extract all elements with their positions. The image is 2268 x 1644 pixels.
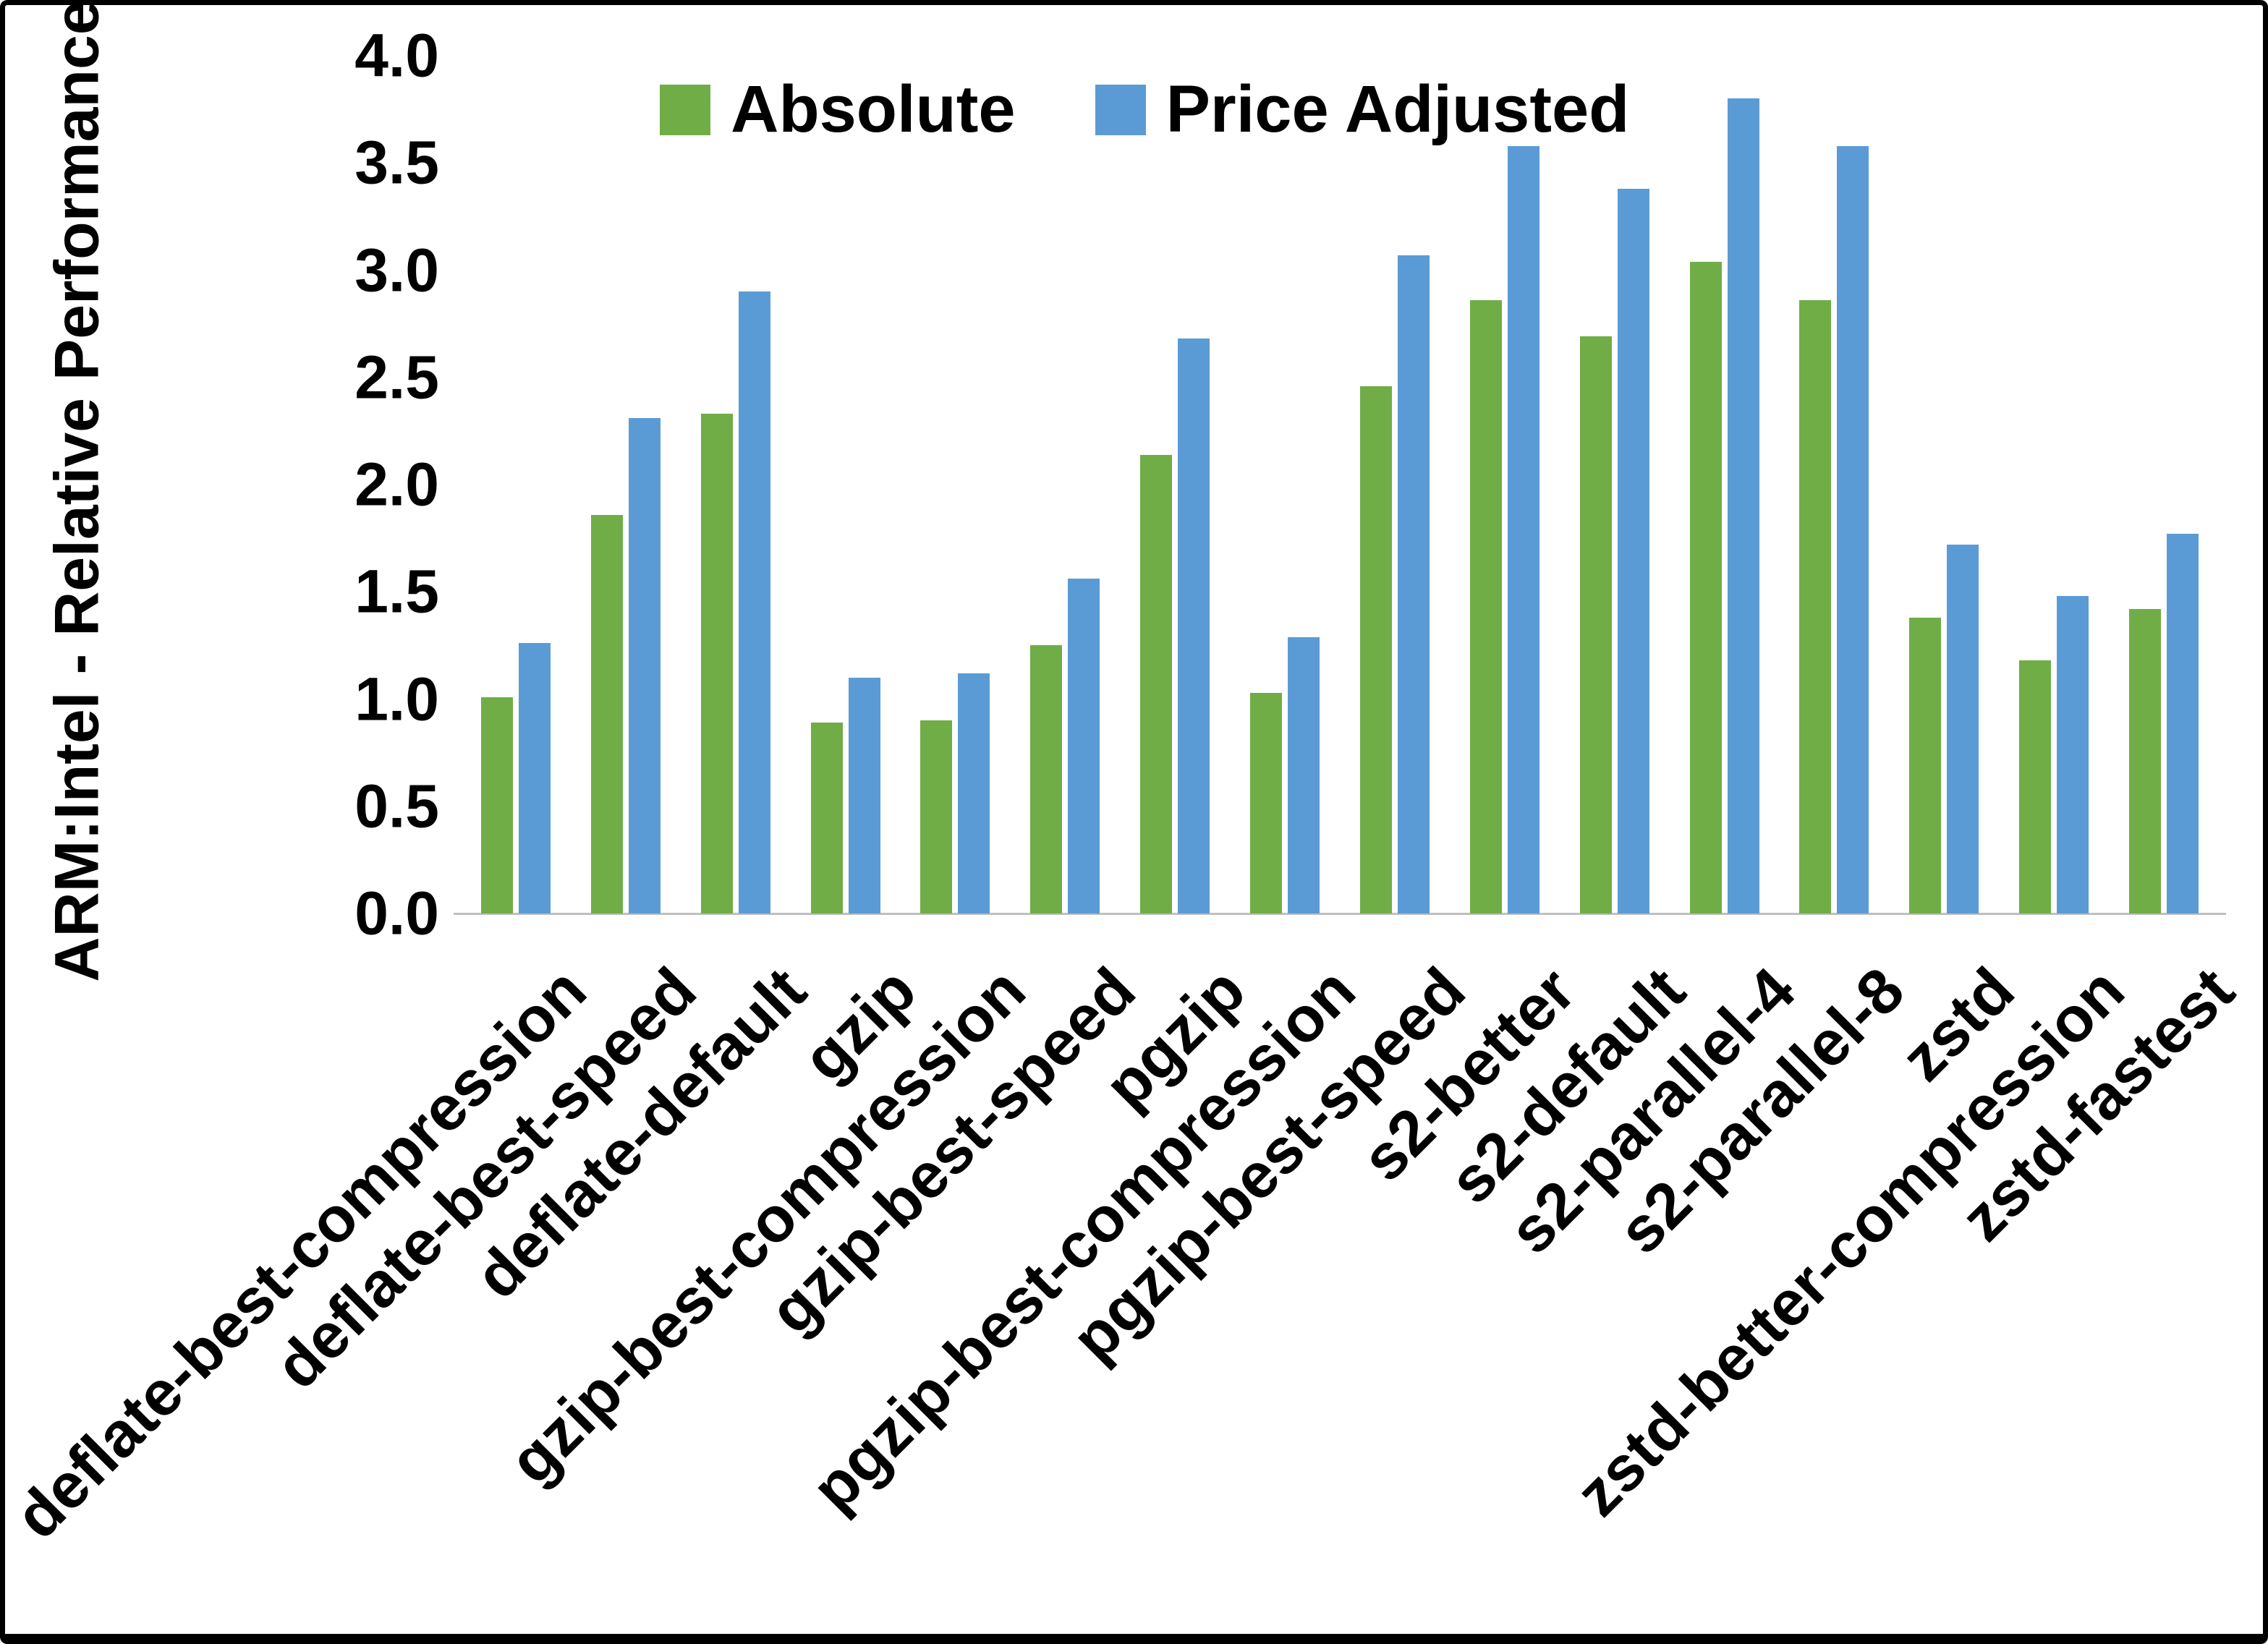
bar-pgzip-best-compression-price-adjusted — [1288, 636, 1320, 913]
bar-gzip-best-compression-price-adjusted — [958, 673, 990, 913]
legend-item[interactable]: Price Adjusted — [1095, 72, 1630, 148]
y-axis-title: ARM:Intel - Relative Performance — [42, 0, 112, 982]
bar-deflate-best-compression-price-adjusted — [518, 643, 551, 913]
bar-deflate-best-compression-absolute — [480, 697, 513, 913]
bar-gzip-best-speed-absolute — [1030, 645, 1063, 913]
bar-pgzip-best-speed-price-adjusted — [1397, 255, 1430, 913]
y-tick-label: 0.0 — [354, 879, 439, 947]
bar-s2-better-absolute — [1469, 300, 1502, 913]
bar-s2-parallel-8-absolute — [1799, 300, 1832, 913]
bar-gzip-absolute — [810, 723, 843, 913]
bar-deflate-default-absolute — [700, 414, 733, 913]
legend-label: Price Adjusted — [1165, 72, 1630, 146]
legend: Absolute Price Adjusted — [660, 72, 1629, 148]
plot-area — [454, 56, 2226, 915]
legend-swatch-icon — [1095, 84, 1146, 135]
bar-s2-parallel-8-price-adjusted — [1837, 145, 1869, 913]
bar-pgzip-absolute — [1140, 454, 1173, 913]
legend-item[interactable]: Absolute — [660, 72, 1016, 148]
bar-s2-parallel-4-absolute — [1689, 261, 1722, 913]
y-tick-label: 0.5 — [354, 772, 439, 840]
bar-s2-parallel-4-price-adjusted — [1727, 98, 1759, 913]
bar-gzip-best-compression-absolute — [920, 720, 953, 913]
bar-zstd-absolute — [1909, 617, 1942, 913]
bar-deflate-best-speed-absolute — [590, 514, 623, 913]
bar-s2-default-price-adjusted — [1617, 188, 1649, 913]
x-axis-line — [454, 913, 2226, 915]
y-tick-label: 3.5 — [354, 128, 439, 197]
bar-s2-better-price-adjusted — [1507, 145, 1539, 913]
legend-label: Absolute — [731, 72, 1016, 146]
bar-zstd-better-compression-absolute — [2019, 660, 2052, 913]
bar-gzip-price-adjusted — [848, 677, 880, 913]
bar-pgzip-best-speed-absolute — [1359, 386, 1392, 913]
bar-zstd-fastest-price-adjusted — [2167, 534, 2199, 913]
y-tick-label: 2.0 — [354, 450, 439, 519]
bar-gzip-best-speed-price-adjusted — [1068, 579, 1100, 913]
bar-deflate-default-price-adjusted — [738, 291, 770, 913]
y-tick-label: 3.0 — [354, 236, 439, 304]
bar-deflate-best-speed-price-adjusted — [628, 418, 661, 913]
bar-pgzip-price-adjusted — [1178, 338, 1210, 913]
bar-s2-default-absolute — [1579, 336, 1612, 913]
y-tick-label: 1.0 — [354, 665, 439, 733]
bar-zstd-better-compression-price-adjusted — [2057, 596, 2089, 913]
y-tick-label: 2.5 — [354, 343, 439, 412]
y-tick-label: 1.5 — [354, 557, 439, 626]
bar-zstd-price-adjusted — [1947, 545, 1979, 913]
bar-pgzip-best-compression-absolute — [1250, 692, 1283, 913]
bar-zstd-fastest-absolute — [2129, 608, 2162, 913]
legend-swatch-icon — [660, 84, 710, 135]
y-tick-label: 4.0 — [354, 21, 439, 90]
